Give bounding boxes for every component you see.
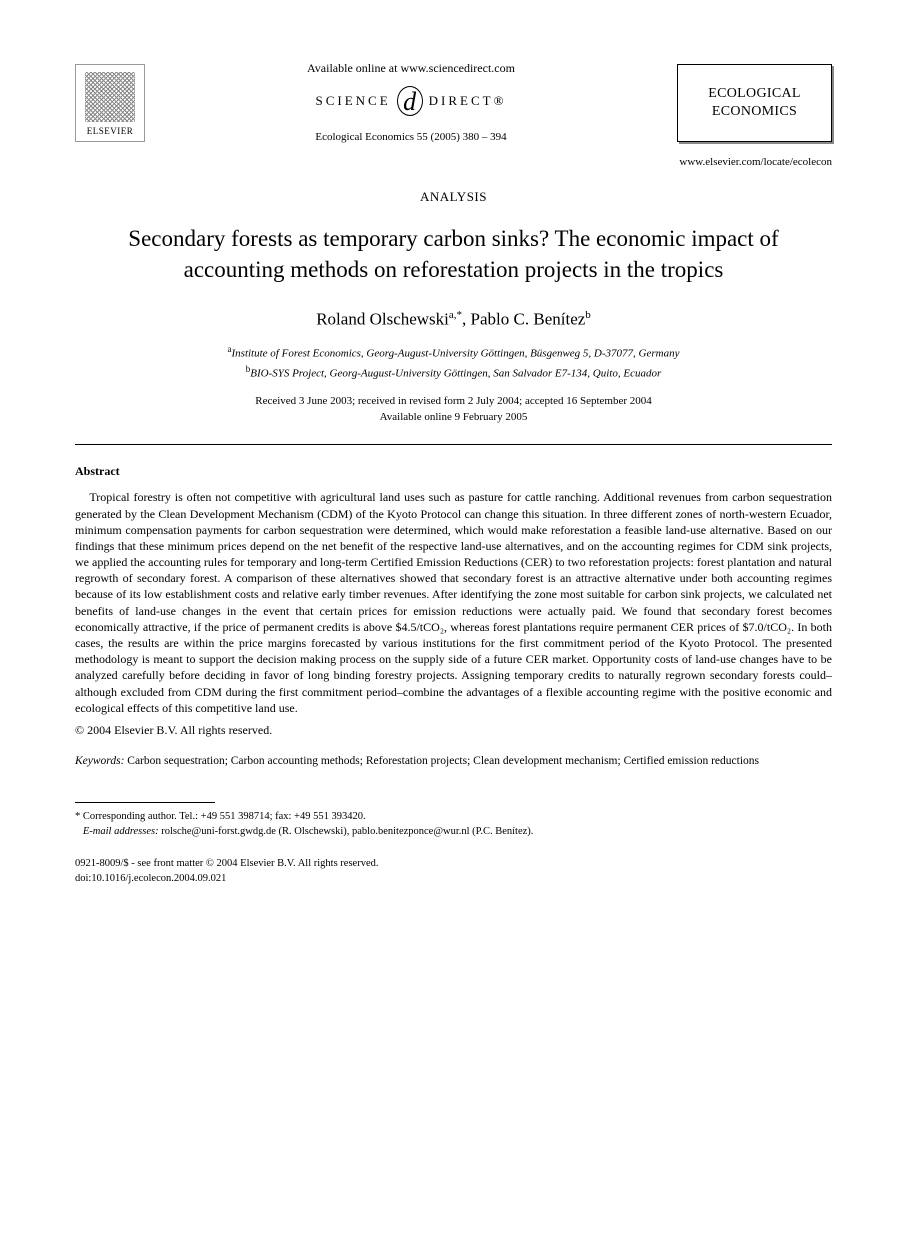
affiliation-a-text: Institute of Forest Economics, Georg-Aug… — [232, 348, 680, 360]
publisher-logo: ELSEVIER — [75, 64, 145, 142]
article-title: Secondary forests as temporary carbon si… — [75, 223, 832, 285]
footnotes: * Corresponding author. Tel.: +49 551 39… — [75, 809, 832, 839]
issn-line: 0921-8009/$ - see front matter © 2004 El… — [75, 857, 832, 872]
dates-line-1: Received 3 June 2003; received in revise… — [75, 394, 832, 410]
corr-text: Corresponding author. Tel.: +49 551 3987… — [80, 811, 365, 822]
affiliation-a: aInstitute of Forest Economics, Georg-Au… — [75, 343, 832, 363]
abstract-body: Tropical forestry is often not competiti… — [75, 489, 832, 716]
doi-line: doi:10.1016/j.ecolecon.2004.09.021 — [75, 872, 832, 887]
publisher-logo-text: ELSEVIER — [87, 125, 134, 137]
author-1-sup: a,* — [449, 309, 462, 321]
author-2: , Pablo C. Benítez — [462, 309, 585, 328]
section-label: ANALYSIS — [75, 188, 832, 206]
header-row: ELSEVIER Available online at www.science… — [75, 60, 832, 145]
author-2-sup: b — [585, 309, 591, 321]
footnote-rule — [75, 802, 215, 803]
header-center: Available online at www.sciencedirect.co… — [145, 60, 677, 145]
sciencedirect-d-icon: d — [397, 86, 423, 116]
journal-title-box: ECOLOGICAL ECONOMICS — [677, 64, 832, 142]
journal-name: ECOLOGICAL ECONOMICS — [678, 85, 831, 120]
available-online-text: Available online at www.sciencedirect.co… — [165, 60, 657, 76]
sciencedirect-right: DIRECT® — [429, 92, 507, 110]
citation-line: Ecological Economics 55 (2005) 380 – 394 — [165, 130, 657, 145]
affiliation-b-text: BIO-SYS Project, Georg-August-University… — [250, 367, 661, 379]
bottom-block: 0921-8009/$ - see front matter © 2004 El… — [75, 857, 832, 886]
sciencedirect-left: SCIENCE — [316, 92, 391, 110]
sciencedirect-logo: SCIENCE d DIRECT® — [165, 86, 657, 116]
email-label: E-mail addresses: — [83, 826, 159, 837]
dates-line-2: Available online 9 February 2005 — [75, 410, 832, 426]
keywords-text: Carbon sequestration; Carbon accounting … — [124, 755, 759, 767]
abstract-heading: Abstract — [75, 463, 832, 479]
elsevier-tree-icon — [85, 72, 135, 122]
affiliation-b: bBIO-SYS Project, Georg-August-Universit… — [75, 363, 832, 383]
keywords-label: Keywords: — [75, 755, 124, 767]
affiliations: aInstitute of Forest Economics, Georg-Au… — [75, 343, 832, 382]
email-text: rolsche@uni-forst.gwdg.de (R. Olschewski… — [159, 826, 534, 837]
email-line: E-mail addresses: rolsche@uni-forst.gwdg… — [75, 824, 832, 839]
rule-top — [75, 444, 832, 445]
authors-line: Roland Olschewskia,*, Pablo C. Benítezb — [75, 308, 832, 332]
article-dates: Received 3 June 2003; received in revise… — [75, 394, 832, 426]
journal-url[interactable]: www.elsevier.com/locate/ecolecon — [75, 155, 832, 170]
abstract-copyright: © 2004 Elsevier B.V. All rights reserved… — [75, 722, 832, 738]
keywords-line: Keywords: Carbon sequestration; Carbon a… — [75, 754, 832, 770]
corresponding-author: * Corresponding author. Tel.: +49 551 39… — [75, 809, 832, 824]
author-1: Roland Olschewski — [316, 309, 449, 328]
